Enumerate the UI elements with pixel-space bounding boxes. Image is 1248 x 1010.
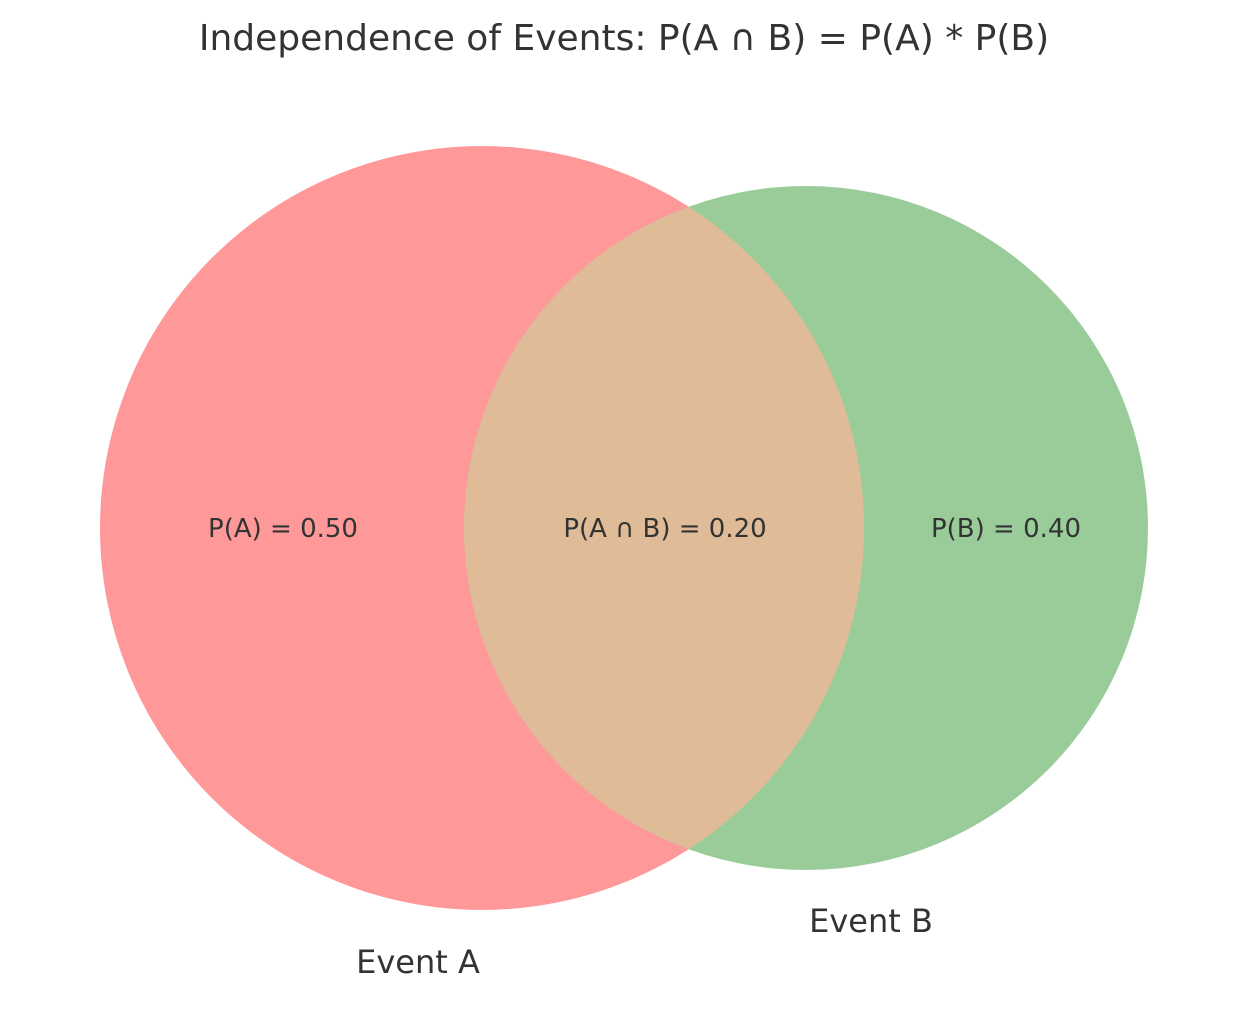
intersection-probability-label: P(A ∩ B) = 0.20 xyxy=(563,514,766,544)
event-a-probability-label: P(A) = 0.50 xyxy=(208,514,358,544)
event-b-probability-label: P(B) = 0.40 xyxy=(931,514,1081,544)
diagram-title: Independence of Events: P(A ∩ B) = P(A) … xyxy=(199,18,1049,59)
intersection-region xyxy=(464,186,864,870)
event-a-label: Event A xyxy=(356,943,480,981)
event-b-label: Event B xyxy=(809,902,933,940)
